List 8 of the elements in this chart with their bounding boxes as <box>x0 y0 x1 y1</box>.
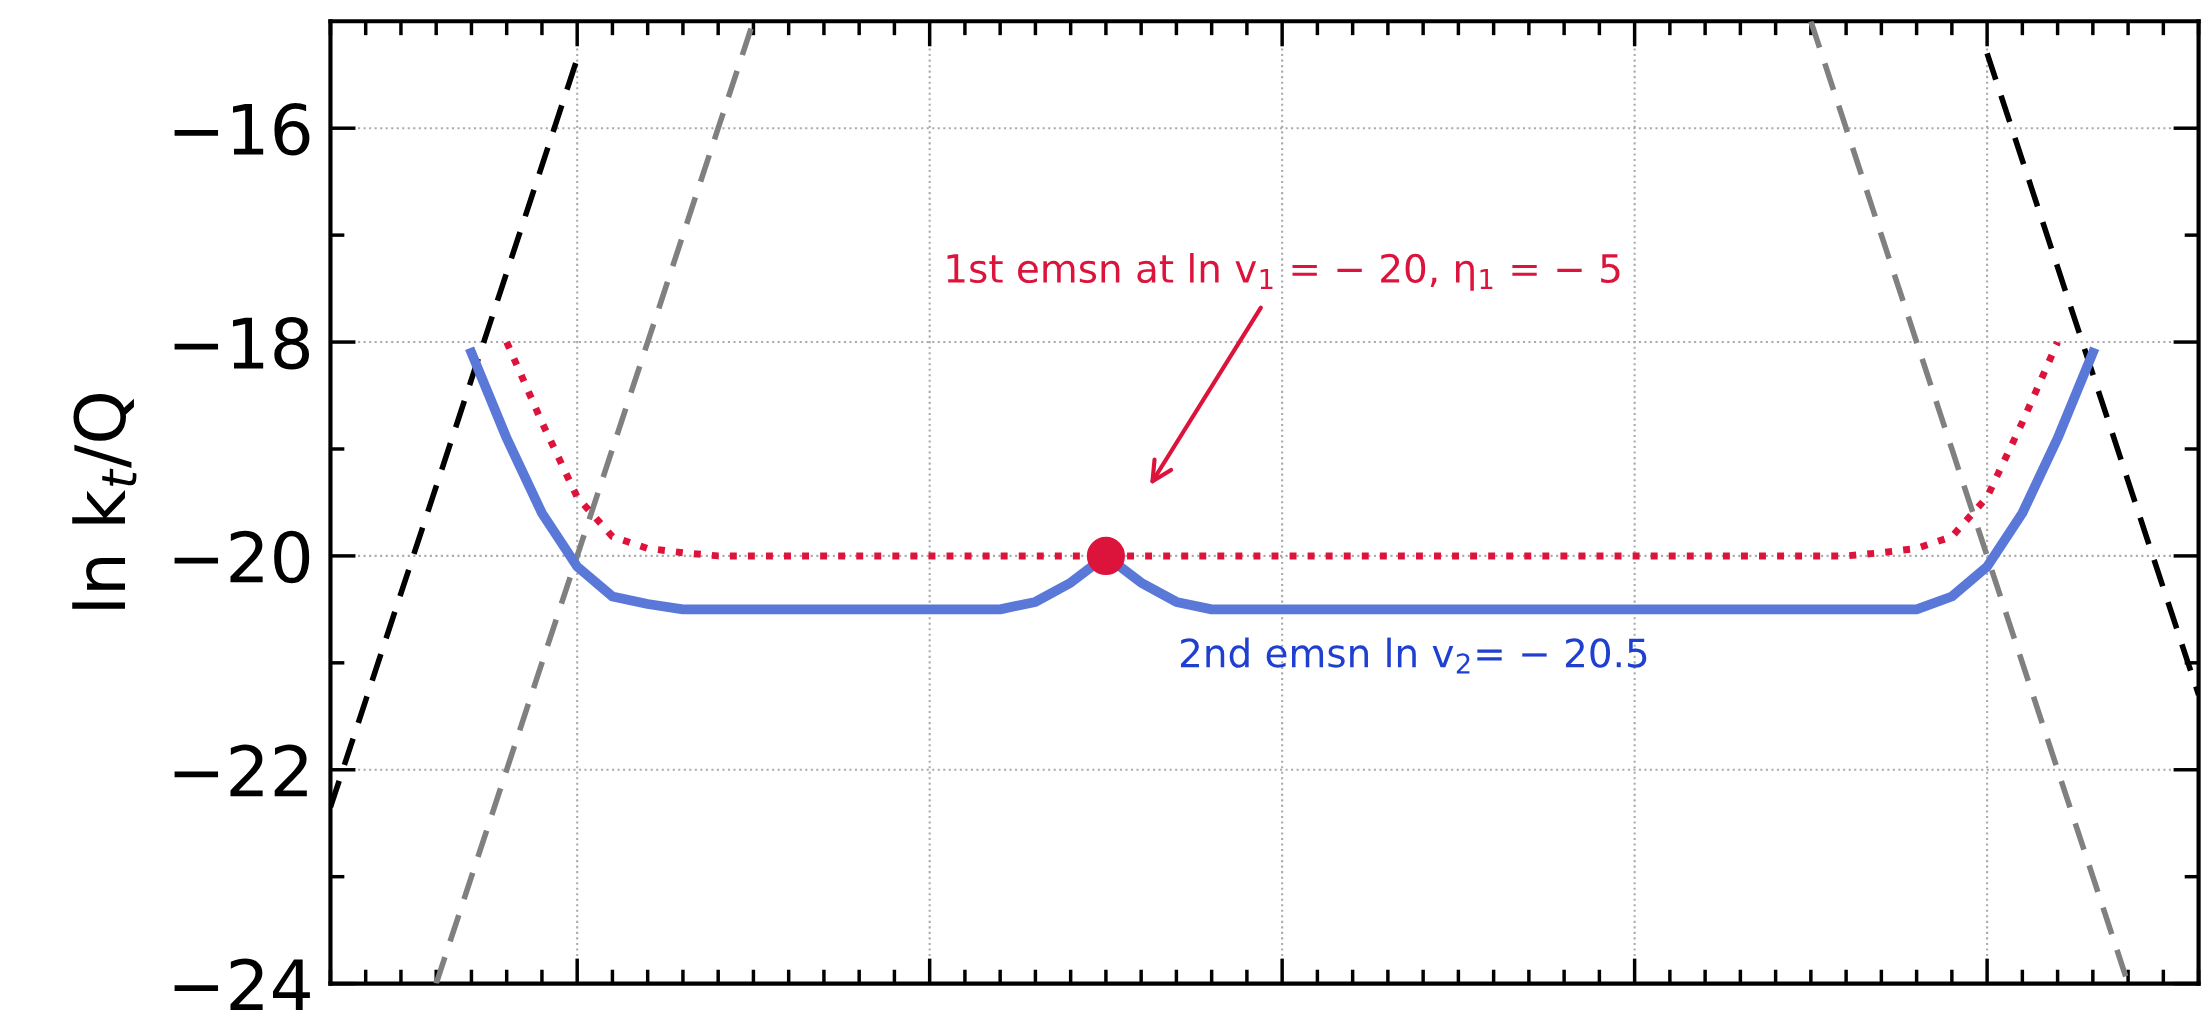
annotation: 1st emsn at ln v$_{1}$ = − 20, η$_{1}$ = − 5 <box>947 253 1620 291</box>
y-tick-label: −18 <box>174 316 310 370</box>
y-tick-label: −22 <box>174 744 307 797</box>
y-tick-label: −16 <box>174 103 310 156</box>
y-axis-title: ln k$_{t}$/Q <box>72 393 137 609</box>
y-tick-label: −24 <box>174 958 310 1011</box>
y-tick-label: −20 <box>174 530 310 584</box>
annotation: 2nd emsn ln v$_{2}$= − 20.5 <box>1180 637 1647 674</box>
